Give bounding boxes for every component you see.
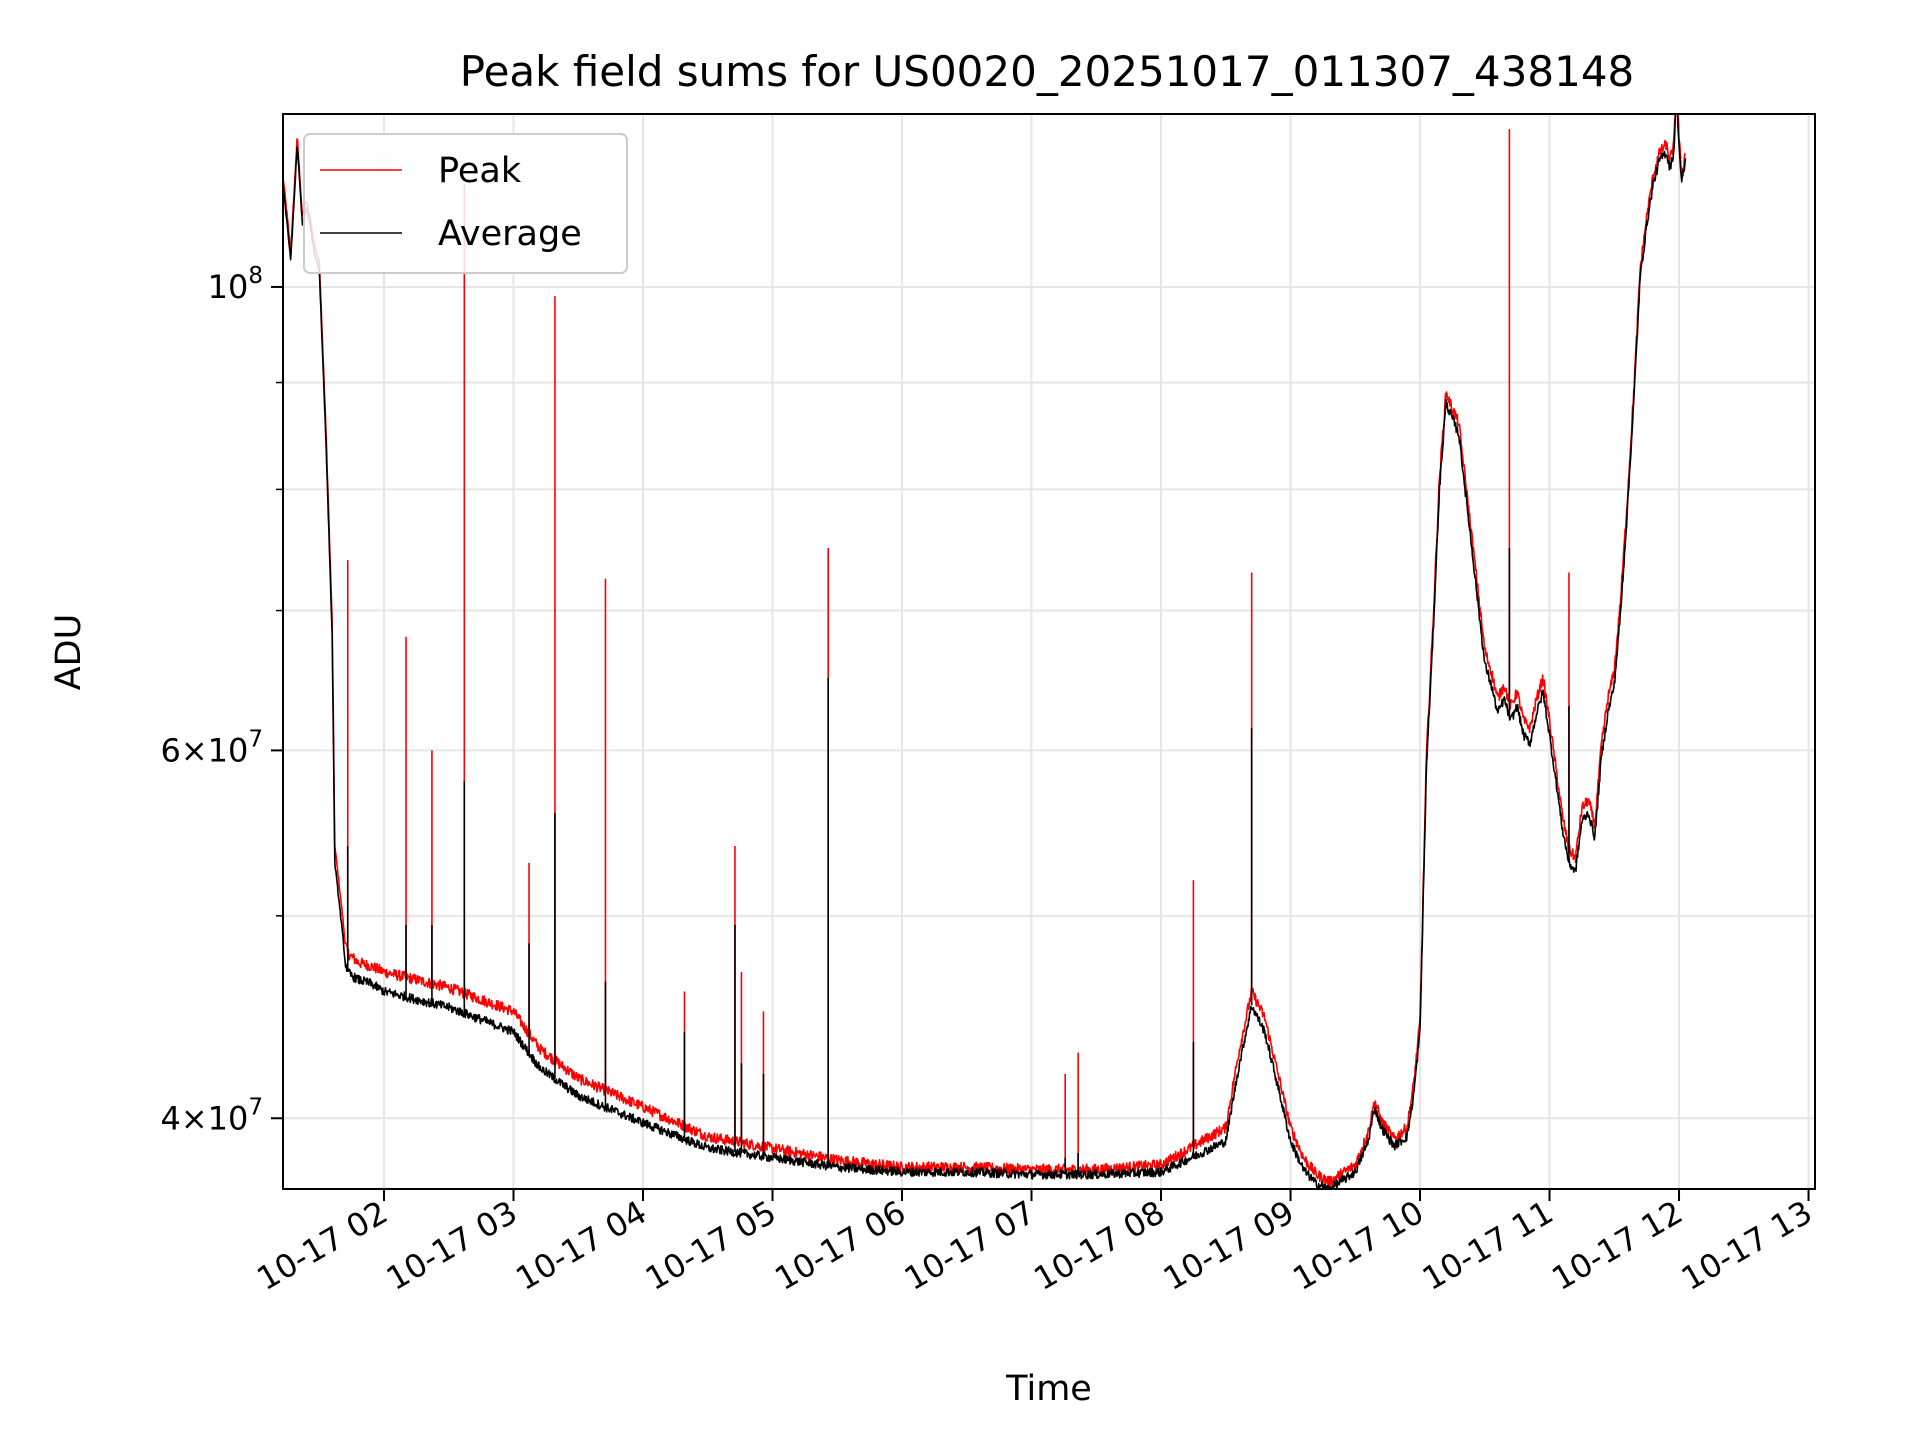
grid [283,114,1815,1189]
legend: Peak Average [303,133,628,274]
y-tick-label: 108 [208,263,263,306]
y-tick-label: 4×107 [160,1094,263,1137]
series-line-average [283,114,1687,1189]
chart-title: Peak field sums for US0020_20251017_0113… [460,47,1635,96]
plot-frame [282,113,1816,1190]
legend-label-average: Average [438,214,582,254]
x-axis-label: Time [1005,1369,1092,1409]
legend-box [303,133,628,274]
series-layer [283,114,1687,1189]
legend-label-peak: Peak [438,151,522,191]
series-line-peak [283,114,1686,1187]
y-axis-label: ADU [49,614,89,691]
y-tick-label: 6×107 [160,726,263,769]
